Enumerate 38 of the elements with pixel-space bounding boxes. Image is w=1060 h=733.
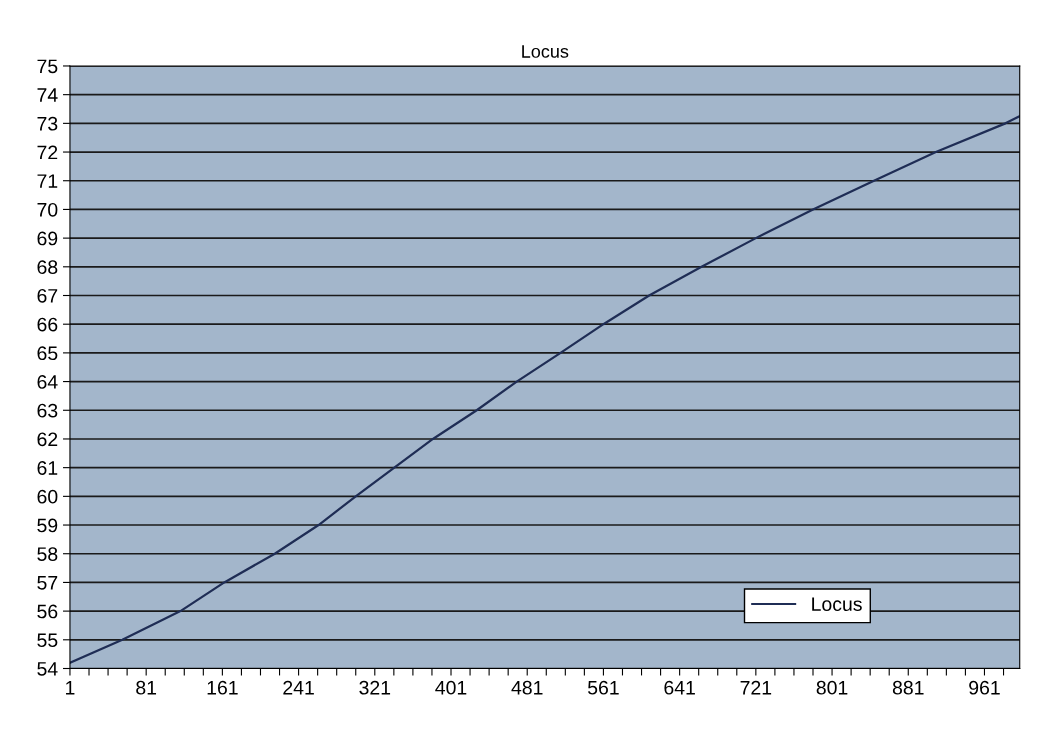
x-tick-label: 401 <box>435 680 467 695</box>
x-tick-label: 241 <box>283 680 314 695</box>
y-tick-label: 64 <box>37 375 58 389</box>
x-tick-label: 961 <box>969 680 1000 695</box>
y-tick-label: 65 <box>37 346 58 361</box>
y-tick-label: 58 <box>37 547 58 561</box>
x-tick-label: 81 <box>136 680 157 695</box>
x-tick-label: 801 <box>816 680 848 695</box>
x-tick-label: 481 <box>511 680 543 695</box>
y-tick-label: 75 <box>37 59 58 74</box>
y-tick-label: 57 <box>37 576 58 590</box>
y-tick-label: 63 <box>37 403 58 418</box>
y-tick-label: 54 <box>37 662 58 676</box>
x-tick-label: 721 <box>740 680 772 695</box>
y-tick-label: 62 <box>37 432 58 447</box>
chart-title: Locus <box>522 45 569 58</box>
line-series <box>69 115 1020 664</box>
y-tick-label: 72 <box>37 145 58 160</box>
x-tick-label: 321 <box>359 680 391 695</box>
y-tick-label: 59 <box>37 518 58 533</box>
y-tick-label: 70 <box>37 202 58 217</box>
x-tick-label: 561 <box>587 680 619 695</box>
y-tick-label: 73 <box>37 116 58 131</box>
y-tick-label: 68 <box>37 260 58 275</box>
y-tick-label: 69 <box>37 231 58 246</box>
y-tick-label: 67 <box>37 288 58 303</box>
y-tick-label: 56 <box>37 604 58 619</box>
y-tick-label: 60 <box>37 489 58 504</box>
y-tick-label: 55 <box>37 633 58 648</box>
y-tick-label: 74 <box>37 88 58 102</box>
x-tick-label: 641 <box>664 680 695 695</box>
x-tick-label: 1 <box>66 681 75 695</box>
x-tick-label: 881 <box>892 680 924 695</box>
x-tick-label: 161 <box>207 680 238 695</box>
y-tick-label: 71 <box>37 174 58 188</box>
legend-label: Locus <box>812 597 862 611</box>
y-tick-label: 66 <box>37 317 58 332</box>
y-tick-label: 61 <box>37 461 58 475</box>
